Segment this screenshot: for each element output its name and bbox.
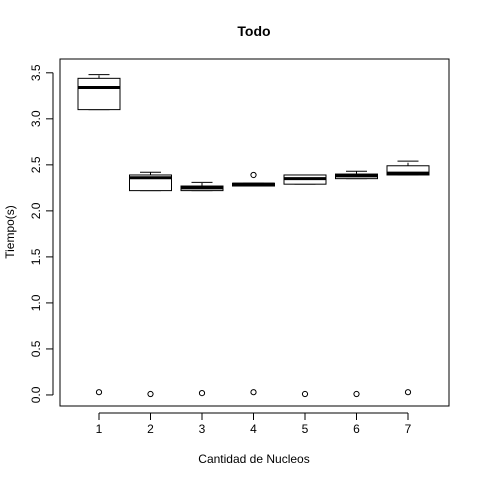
y-axis-label: Tiempo(s) <box>3 205 17 259</box>
x-tick-label: 1 <box>96 422 103 436</box>
outlier-point <box>95 389 103 396</box>
box-group-4 <box>232 171 275 396</box>
x-tick-label: 7 <box>405 422 412 436</box>
chart-title: Todo <box>237 23 270 39</box>
x-tick-label: 4 <box>250 422 257 436</box>
outlier-point <box>250 171 257 179</box>
x-axis-label: Cantidad de Nucleos <box>198 452 309 466</box>
outlier-point <box>250 389 257 396</box>
y-tick-label: 3.0 <box>29 110 43 127</box>
box-group-1 <box>77 74 121 396</box>
outlier-point <box>301 390 309 398</box>
y-tick-label: 2.5 <box>29 156 43 173</box>
box-group-7 <box>386 160 430 396</box>
outlier-point <box>198 390 206 397</box>
box <box>77 77 121 111</box>
x-tick-label: 3 <box>199 422 206 436</box>
box <box>386 165 430 176</box>
plot-frame <box>59 58 450 407</box>
y-tick-label: 3.5 <box>29 64 43 81</box>
outlier-point <box>404 389 412 396</box>
y-tick-label: 1.0 <box>29 294 43 311</box>
x-tick-label: 5 <box>302 422 309 436</box>
box-group-6 <box>335 170 378 398</box>
x-tick-label: 6 <box>353 422 360 436</box>
box-group-5 <box>283 174 327 398</box>
x-axis: 1 2 3 4 5 6 7 <box>96 412 412 436</box>
y-axis: 0.0 0.5 1.0 1.5 2.0 2.5 3.0 3.5 <box>29 64 54 403</box>
box-group-2 <box>129 171 172 398</box>
y-tick-label: 2.0 <box>29 202 43 219</box>
y-tick-label: 0.5 <box>29 340 43 357</box>
boxes-layer <box>77 74 430 398</box>
x-tick-label: 2 <box>147 422 154 436</box>
y-tick-label: 0.0 <box>29 386 43 403</box>
box-group-3 <box>180 181 224 397</box>
outlier-point <box>147 390 154 398</box>
outlier-point <box>353 390 360 398</box>
y-tick-label: 1.5 <box>29 248 43 265</box>
